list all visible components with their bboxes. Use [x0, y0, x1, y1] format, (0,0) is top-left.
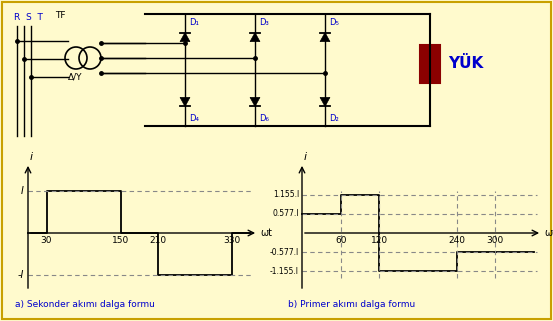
Text: D₄: D₄: [189, 114, 199, 123]
Text: 210: 210: [149, 236, 166, 245]
Text: 60: 60: [335, 236, 346, 245]
Polygon shape: [320, 97, 330, 106]
Text: I: I: [21, 186, 24, 196]
Polygon shape: [320, 33, 330, 42]
Text: 240: 240: [448, 236, 465, 245]
Text: 150: 150: [112, 236, 129, 245]
Text: 30: 30: [41, 236, 52, 245]
Text: i: i: [30, 152, 33, 162]
Polygon shape: [250, 33, 260, 42]
Text: a) Sekonder akımı dalga formu: a) Sekonder akımı dalga formu: [15, 300, 155, 309]
Text: D₂: D₂: [329, 114, 339, 123]
Polygon shape: [180, 33, 190, 42]
Text: Δ/Y: Δ/Y: [68, 73, 82, 82]
Text: i: i: [304, 152, 307, 162]
Text: 120: 120: [371, 236, 388, 245]
Text: ωt: ωt: [260, 228, 272, 238]
Text: ωt: ωt: [544, 228, 553, 238]
Text: 0.577.I: 0.577.I: [273, 210, 299, 219]
Text: 300: 300: [487, 236, 504, 245]
Text: YÜK: YÜK: [448, 56, 483, 71]
Text: D₁: D₁: [189, 18, 199, 27]
Text: D₆: D₆: [259, 114, 269, 123]
Bar: [420, 45, 440, 83]
Text: TF: TF: [55, 11, 65, 20]
Text: -1.155.I: -1.155.I: [270, 267, 299, 276]
Polygon shape: [180, 97, 190, 106]
Text: -0.577.I: -0.577.I: [270, 247, 299, 256]
Text: 1.155.I: 1.155.I: [273, 190, 299, 199]
Text: D₅: D₅: [329, 18, 339, 27]
Text: R  S  T: R S T: [14, 13, 43, 22]
Text: 330: 330: [223, 236, 240, 245]
Text: -I: -I: [18, 270, 24, 280]
Text: b) Primer akımı dalga formu: b) Primer akımı dalga formu: [288, 300, 415, 309]
Polygon shape: [250, 97, 260, 106]
Text: D₃: D₃: [259, 18, 269, 27]
